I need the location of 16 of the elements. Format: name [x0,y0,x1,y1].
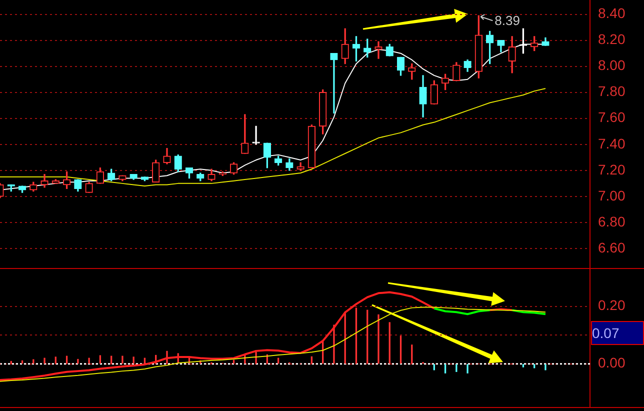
candlestick [374,41,382,59]
y-tick-label: 6.80 [598,213,626,230]
text: 0.07 [591,321,644,345]
y-tick-label: 7.20 [598,161,626,178]
y-tick-label: 7.40 [598,135,626,152]
y-tick-label: 6.60 [598,239,626,256]
y-tick-label: 8.00 [598,57,626,74]
y-tick-label: 0.20 [598,297,626,314]
y-tick-label: 8.20 [598,31,626,48]
y-tick-label: 8.40 [598,5,626,22]
y-tick-label: 7.80 [598,83,626,100]
candlestick [330,53,338,114]
y-tick-label: 0.00 [598,354,626,371]
annotation: 8.39 [494,13,520,28]
y-tick-label: 7.60 [598,109,626,126]
y-tick-label: 7.00 [598,187,626,204]
